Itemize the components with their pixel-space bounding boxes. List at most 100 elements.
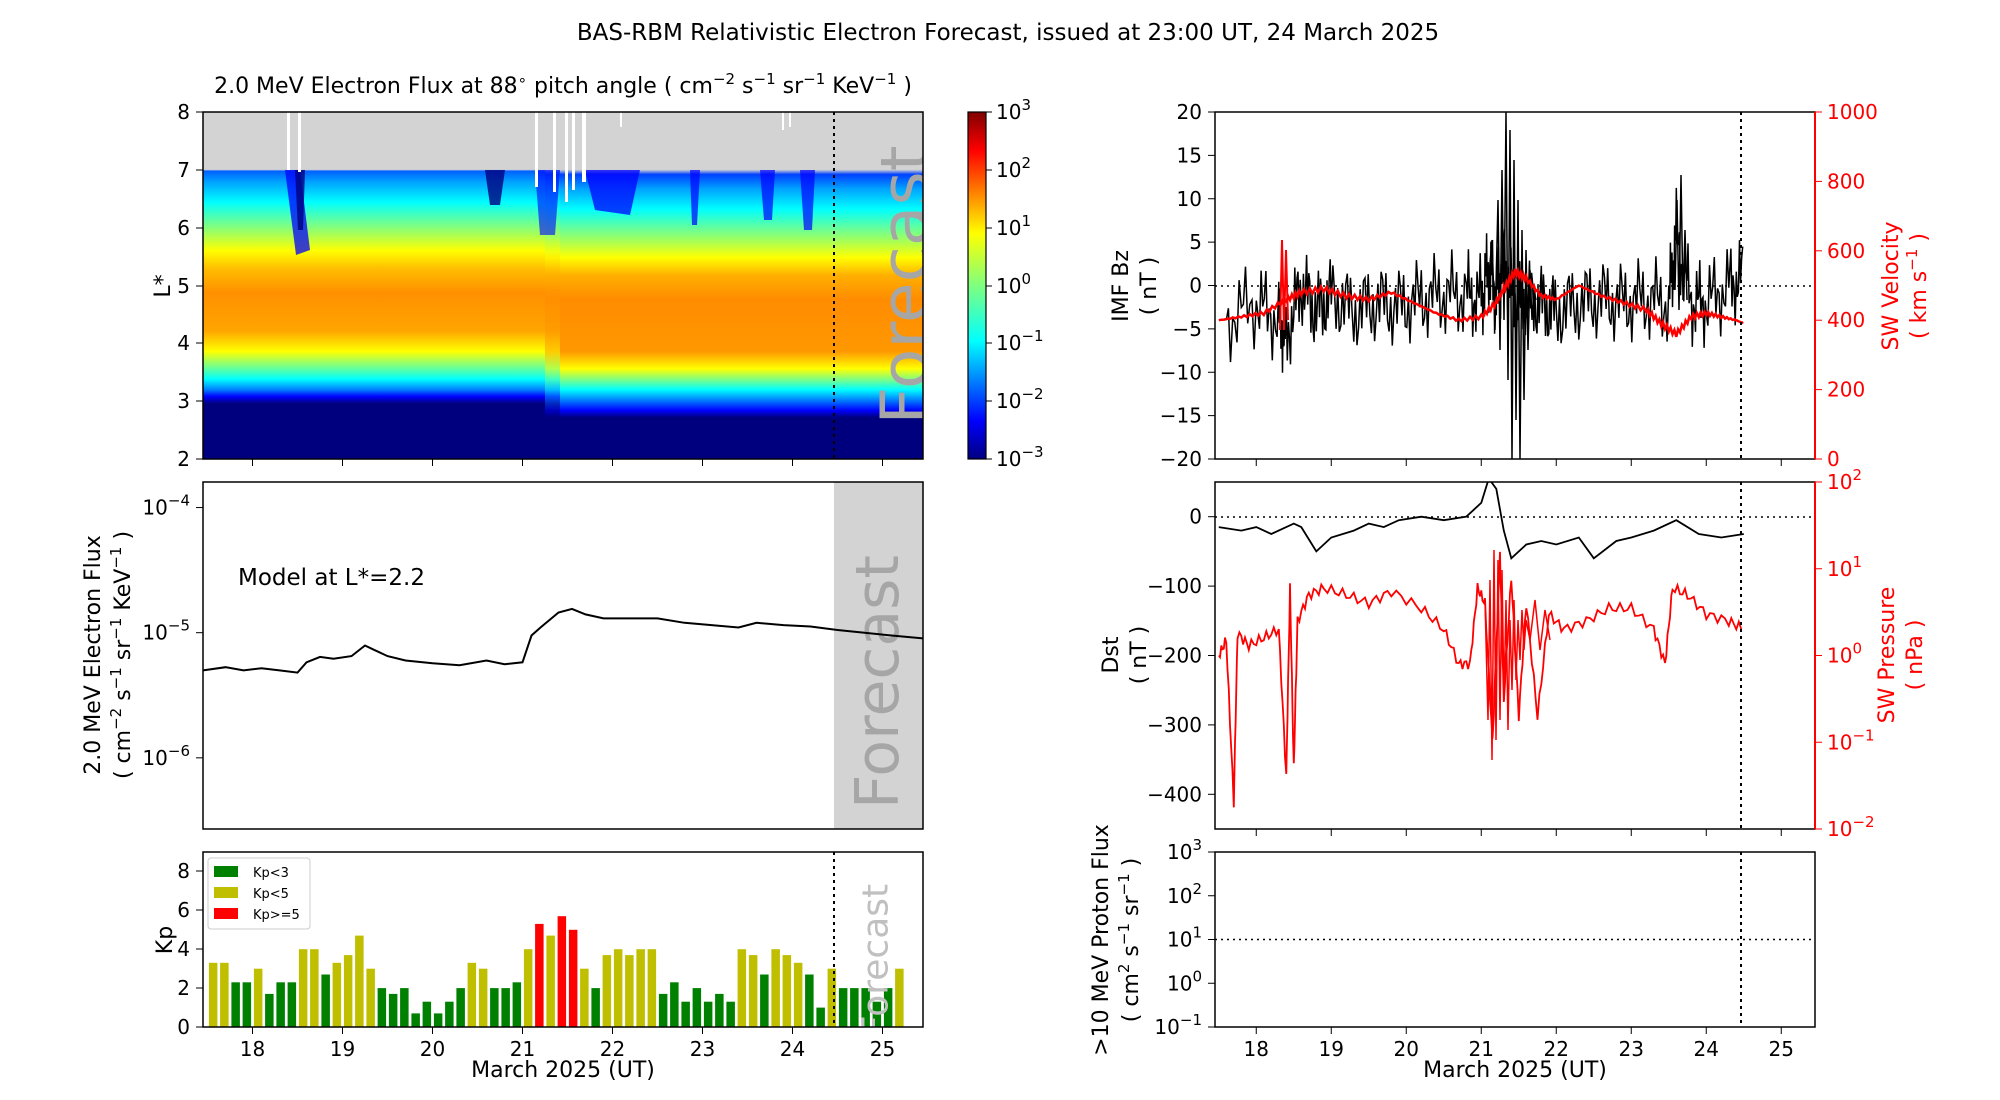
sw-pressure-y-label: SW Pressure	[1875, 587, 1900, 724]
colorbar	[967, 111, 987, 460]
y-tick-label: 103	[1167, 836, 1202, 864]
colorbar-tick-label: 10−1	[996, 327, 1044, 355]
x-tick-label: 23	[1619, 1037, 1644, 1061]
flux-map-forecast-label: Forecast	[867, 145, 944, 424]
figure-title: BAS-RBM Relativistic Electron Forecast, …	[577, 20, 1439, 46]
kp-bar	[208, 962, 218, 1027]
kp-x-ticks: 18 19 20 21 22 23 24 25	[240, 1027, 895, 1061]
kp-bar	[220, 962, 229, 1027]
kp-bar	[613, 949, 623, 1027]
y-tick-label: 0	[1189, 274, 1202, 298]
kp-bar	[445, 1001, 454, 1027]
y-tick-label: 10−1	[1154, 1011, 1202, 1039]
imf-y-ticks-right: 1000 800 600 400 200 0	[1814, 100, 1878, 471]
kp-legend-label: Kp>=5	[253, 908, 300, 923]
dst-y-label-units: ( nT )	[1127, 626, 1152, 685]
flux-data-gap	[535, 112, 538, 187]
y-tick-label: 101	[1167, 924, 1202, 952]
flux-map-ytick-label: 7	[177, 158, 190, 182]
kp-legend-label: Kp<3	[253, 866, 289, 881]
y-tick-label-right: 102	[1827, 466, 1862, 494]
kp-ytick-label: 4	[177, 937, 190, 961]
flux-line-frame	[202, 481, 924, 830]
kp-bar	[467, 962, 477, 1027]
y-tick-label: 5	[1189, 230, 1202, 254]
colorbar-tick-label: 10−3	[996, 443, 1044, 471]
flux-map-ytick-label: 3	[177, 389, 190, 413]
kp-bars	[208, 916, 904, 1027]
x-tick-label: 24	[1694, 1037, 1719, 1061]
sw-pressure-storm	[1484, 549, 1551, 761]
y-tick-label: −400	[1147, 782, 1202, 806]
flux-line-y-label-units: ( cm−2 s−1 sr−1 KeV−1 )	[107, 531, 136, 779]
kp-ytick-label: 8	[177, 859, 190, 883]
x-tick-label: 25	[1769, 1037, 1794, 1061]
y-tick-label-right: 600	[1827, 239, 1865, 263]
left-x-axis-label: March 2025 (UT)	[471, 1058, 655, 1083]
kp-panel: Forecast Kp<3 Kp<5 Kp>=5 0 2 4 6 8 Kp 18…	[153, 851, 924, 1083]
colorbar-tick-label: 101	[996, 212, 1031, 240]
y-tick-label: −300	[1147, 713, 1202, 737]
colorbar-ticks: 103 102 101 100 10−1 10−2 10−3	[986, 96, 1044, 471]
flux-map-ytick-label: 8	[177, 100, 190, 124]
flux-dropout-streak	[800, 170, 815, 230]
kp-bar	[535, 923, 544, 1027]
imf-y-ticks: 20 15 10 5 0 −5 −10 −15 −20	[1160, 100, 1215, 471]
kp-legend-swatch-red	[214, 908, 238, 919]
kp-bar	[861, 988, 870, 1027]
kp-frame	[202, 851, 924, 1028]
flux-map-ytick-label: 4	[177, 331, 190, 355]
x-tick-label: 21	[510, 1037, 535, 1061]
x-tick-label: 18	[1244, 1037, 1269, 1061]
flux-dropout-streak	[485, 170, 505, 205]
flux-dropout-streak	[690, 170, 700, 225]
kp-bar	[332, 962, 342, 1027]
kp-bar	[253, 968, 263, 1027]
flux-line-forecast-region	[834, 482, 923, 829]
kp-bar	[737, 949, 747, 1027]
dst-y-label: Dst	[1099, 636, 1124, 673]
flux-line-forecast-label: Forecast	[843, 555, 913, 809]
kp-bar	[591, 988, 600, 1027]
flux-map-panel: 2.0 MeV Electron Flux at 88∘ pitch angle…	[151, 70, 1044, 471]
right-x-axis-label: March 2025 (UT)	[1423, 1058, 1607, 1083]
kp-bar	[265, 993, 274, 1027]
kp-legend: Kp<3 Kp<5 Kp>=5	[207, 857, 311, 930]
y-tick-label: 10	[1177, 187, 1202, 211]
kp-bar	[276, 982, 285, 1027]
kp-bar	[895, 968, 904, 1027]
flux-map-ytick-label: 5	[177, 274, 190, 298]
x-tick-label: 20	[1394, 1037, 1419, 1061]
colorbar-tick-label: 10−2	[996, 385, 1044, 413]
y-tick-label: 10−5	[142, 617, 190, 645]
flux-dropout-streak	[585, 170, 640, 215]
y-tick-label: −20	[1160, 447, 1202, 471]
kp-bar	[850, 988, 859, 1027]
kp-bar	[366, 968, 375, 1027]
sw-pressure-y-label-units: ( nPa )	[1903, 620, 1928, 691]
y-tick-label: 10−4	[142, 492, 190, 520]
kp-bar	[377, 988, 387, 1027]
flux-data-gap	[298, 112, 301, 172]
kp-bar	[838, 988, 848, 1027]
imf-bz-series	[1225, 187, 1744, 373]
kp-bar	[580, 968, 589, 1027]
kp-bar	[321, 974, 330, 1027]
sw-velocity-y-label-units: ( km s−1 )	[1903, 233, 1932, 339]
sw-velocity-jump	[1279, 239, 1289, 331]
proton-y-label: >10 MeV Proton Flux	[1089, 824, 1114, 1056]
kp-bar	[298, 949, 308, 1027]
kp-bar	[523, 949, 533, 1027]
y-tick-label: −15	[1160, 404, 1202, 428]
kp-bar	[546, 935, 555, 1027]
x-tick-label: 25	[870, 1037, 895, 1061]
kp-bar	[726, 1001, 735, 1027]
kp-bar	[658, 993, 668, 1027]
flux-data-gap	[565, 112, 568, 202]
proton-panel: 103 102 101 100 10−1 18 19 20 21 22 23 24 25 >10 Me…	[1089, 824, 1816, 1083]
y-tick-label-right: 1000	[1827, 100, 1878, 124]
y-tick-label: 0	[1189, 505, 1202, 529]
imf-x-ticks	[1255, 459, 1782, 466]
